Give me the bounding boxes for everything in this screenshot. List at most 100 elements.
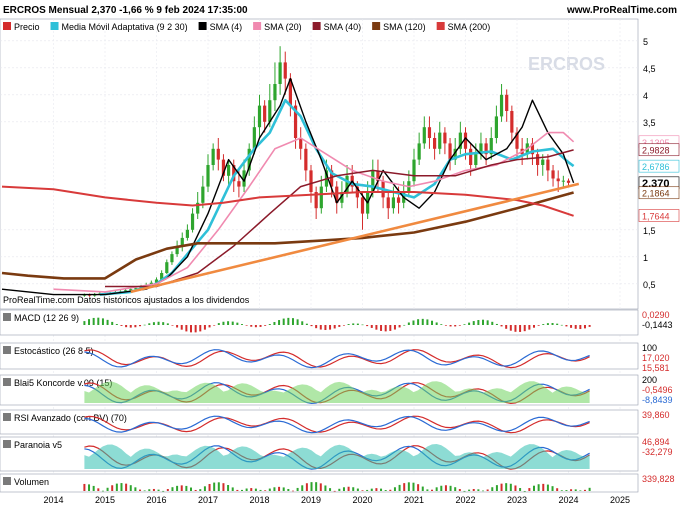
x-tick-label: 2025 — [610, 495, 630, 505]
indicator-bar — [227, 321, 230, 325]
legend-swatch — [198, 22, 207, 30]
indicator-bar — [375, 488, 378, 491]
indicator-bar — [532, 485, 535, 491]
indicator-bar — [509, 483, 512, 491]
candle-body — [489, 138, 493, 155]
indicator-bar — [458, 489, 461, 491]
price-label-box — [638, 143, 680, 157]
indicator-bar — [315, 482, 318, 491]
indicator-value: 39,860 — [642, 410, 670, 420]
indicator-bar — [111, 485, 114, 491]
indicator-bar — [435, 487, 438, 491]
indicator-bar — [333, 325, 336, 329]
indicator-bar — [449, 325, 452, 327]
legend-swatch — [50, 22, 59, 30]
indicator-bar — [537, 484, 540, 491]
indicator-bar — [361, 324, 364, 326]
candle-body — [536, 154, 540, 165]
candle-body — [371, 170, 375, 192]
indicator-bar — [393, 487, 396, 491]
indicator-bar — [486, 320, 489, 325]
candle-body — [412, 159, 416, 182]
y-tick-label: 5 — [643, 37, 648, 47]
indicator-area — [84, 381, 590, 403]
series-line-sma-200- — [1, 185, 574, 217]
indicator-plot — [83, 317, 591, 333]
indicator-swatch — [3, 477, 11, 485]
legend-label: SMA (20) — [264, 22, 302, 32]
indicator-plot — [83, 482, 591, 492]
series-line-tendencia — [130, 182, 580, 294]
indicator-bar — [477, 320, 480, 325]
candle-body — [335, 186, 339, 203]
candle-body — [319, 186, 323, 209]
indicator-bar — [523, 490, 526, 492]
candle-body — [453, 148, 457, 160]
indicator-bar — [208, 483, 211, 491]
indicator-bar — [203, 486, 206, 491]
candle-body — [515, 132, 519, 149]
candle-body — [304, 148, 308, 171]
candle-body — [448, 143, 452, 160]
candle-body — [263, 105, 267, 122]
indicator-bar — [162, 490, 165, 492]
indicator-bar — [583, 325, 586, 329]
candle-body — [463, 132, 468, 149]
indicator-bar — [190, 487, 193, 491]
indicator-bar — [426, 489, 429, 491]
indicator-bar — [389, 489, 392, 491]
indicator-bar — [440, 324, 443, 325]
indicator-bar — [310, 482, 313, 491]
candle-body — [505, 94, 509, 111]
indicator-bar — [115, 324, 118, 325]
indicator-bar — [472, 488, 475, 491]
indicator-bar — [342, 487, 345, 491]
legend-swatch — [372, 22, 381, 30]
candle-body — [376, 170, 380, 182]
candle-body — [232, 165, 236, 182]
indicator-bar — [407, 482, 410, 491]
watermark: ERCROS — [528, 54, 605, 74]
indicator-bar — [268, 324, 271, 325]
candle-body — [391, 197, 395, 209]
legend-swatch — [436, 22, 445, 30]
indicator-bar — [166, 489, 169, 491]
indicator-bar — [417, 484, 420, 491]
candle-body — [149, 282, 153, 285]
indicator-bar — [180, 485, 183, 491]
indicator-bar — [273, 487, 276, 491]
indicator-bar — [152, 322, 155, 325]
indicator-bar — [194, 489, 197, 491]
indicator-bar — [356, 323, 359, 325]
indicator-bar — [347, 324, 350, 325]
indicator-bar — [505, 325, 508, 329]
indicator-bar — [454, 487, 457, 491]
indicator-bar — [83, 483, 86, 491]
candle-body — [438, 132, 442, 149]
candle-body — [360, 197, 365, 214]
indicator-bar — [375, 325, 378, 330]
candle-body — [134, 288, 138, 290]
price-label-box — [638, 159, 680, 173]
indicator-bar — [148, 323, 151, 325]
indicator-bar — [319, 483, 322, 491]
indicator-bar — [579, 325, 582, 330]
candle-body — [566, 180, 571, 183]
indicator-bar — [134, 325, 137, 328]
indicator-bar — [468, 489, 471, 491]
indicator-bar — [92, 485, 95, 491]
indicator-bar — [352, 487, 355, 491]
indicator-bar — [500, 325, 503, 327]
indicator-swatch — [3, 440, 11, 448]
indicator-panel — [0, 473, 639, 493]
candle-body — [170, 254, 174, 263]
candle-body — [185, 229, 189, 238]
indicator-bar — [431, 489, 434, 491]
indicator-bar — [565, 325, 568, 327]
indicator-bar — [574, 489, 577, 491]
indicator-bar — [171, 325, 174, 326]
indicator-bar — [111, 321, 114, 325]
y-tick-label: 1 — [643, 253, 648, 263]
indicator-bar — [222, 483, 225, 491]
indicator-bar — [398, 325, 401, 328]
